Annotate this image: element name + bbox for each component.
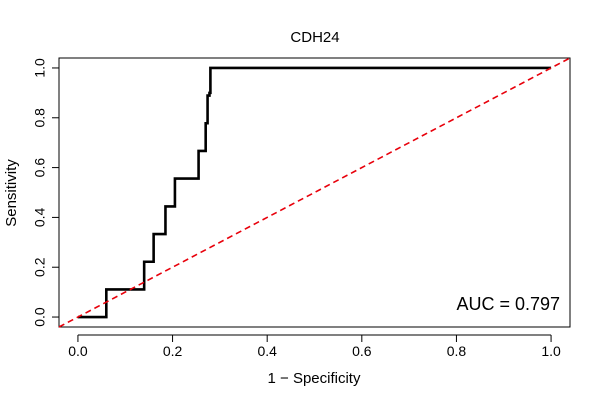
y-tick-label: 0.0 — [32, 307, 48, 327]
y-tick-label: 0.2 — [32, 257, 48, 277]
roc-curve-line — [77, 66, 552, 319]
auc-annotation: AUC = 0.797 — [456, 294, 560, 314]
x-tick-label: 0.2 — [163, 343, 183, 359]
series-layer — [58, 57, 571, 328]
x-tick-label: 0.4 — [257, 343, 277, 359]
x-tick-label: 0.8 — [447, 343, 467, 359]
y-tick-label: 0.4 — [32, 207, 48, 227]
reference-diagonal-line — [58, 57, 571, 328]
x-axis: 0.0 0.2 0.4 0.6 0.8 1.0 — [68, 334, 561, 359]
x-tick-label: 1.0 — [541, 343, 561, 359]
chart-title: CDH24 — [290, 29, 339, 46]
y-tick-label: 1.0 — [32, 58, 48, 78]
x-tick-label: 0.0 — [68, 343, 88, 359]
y-tick-label: 0.6 — [32, 158, 48, 178]
y-tick-label: 0.8 — [32, 108, 48, 128]
x-axis-label: 1 − Specificity — [268, 370, 361, 387]
y-axis: 0.0 0.2 0.4 0.6 0.8 1.0 — [32, 58, 60, 327]
x-tick-label: 0.6 — [352, 343, 372, 359]
y-axis-label: Sensitivity — [3, 159, 20, 227]
